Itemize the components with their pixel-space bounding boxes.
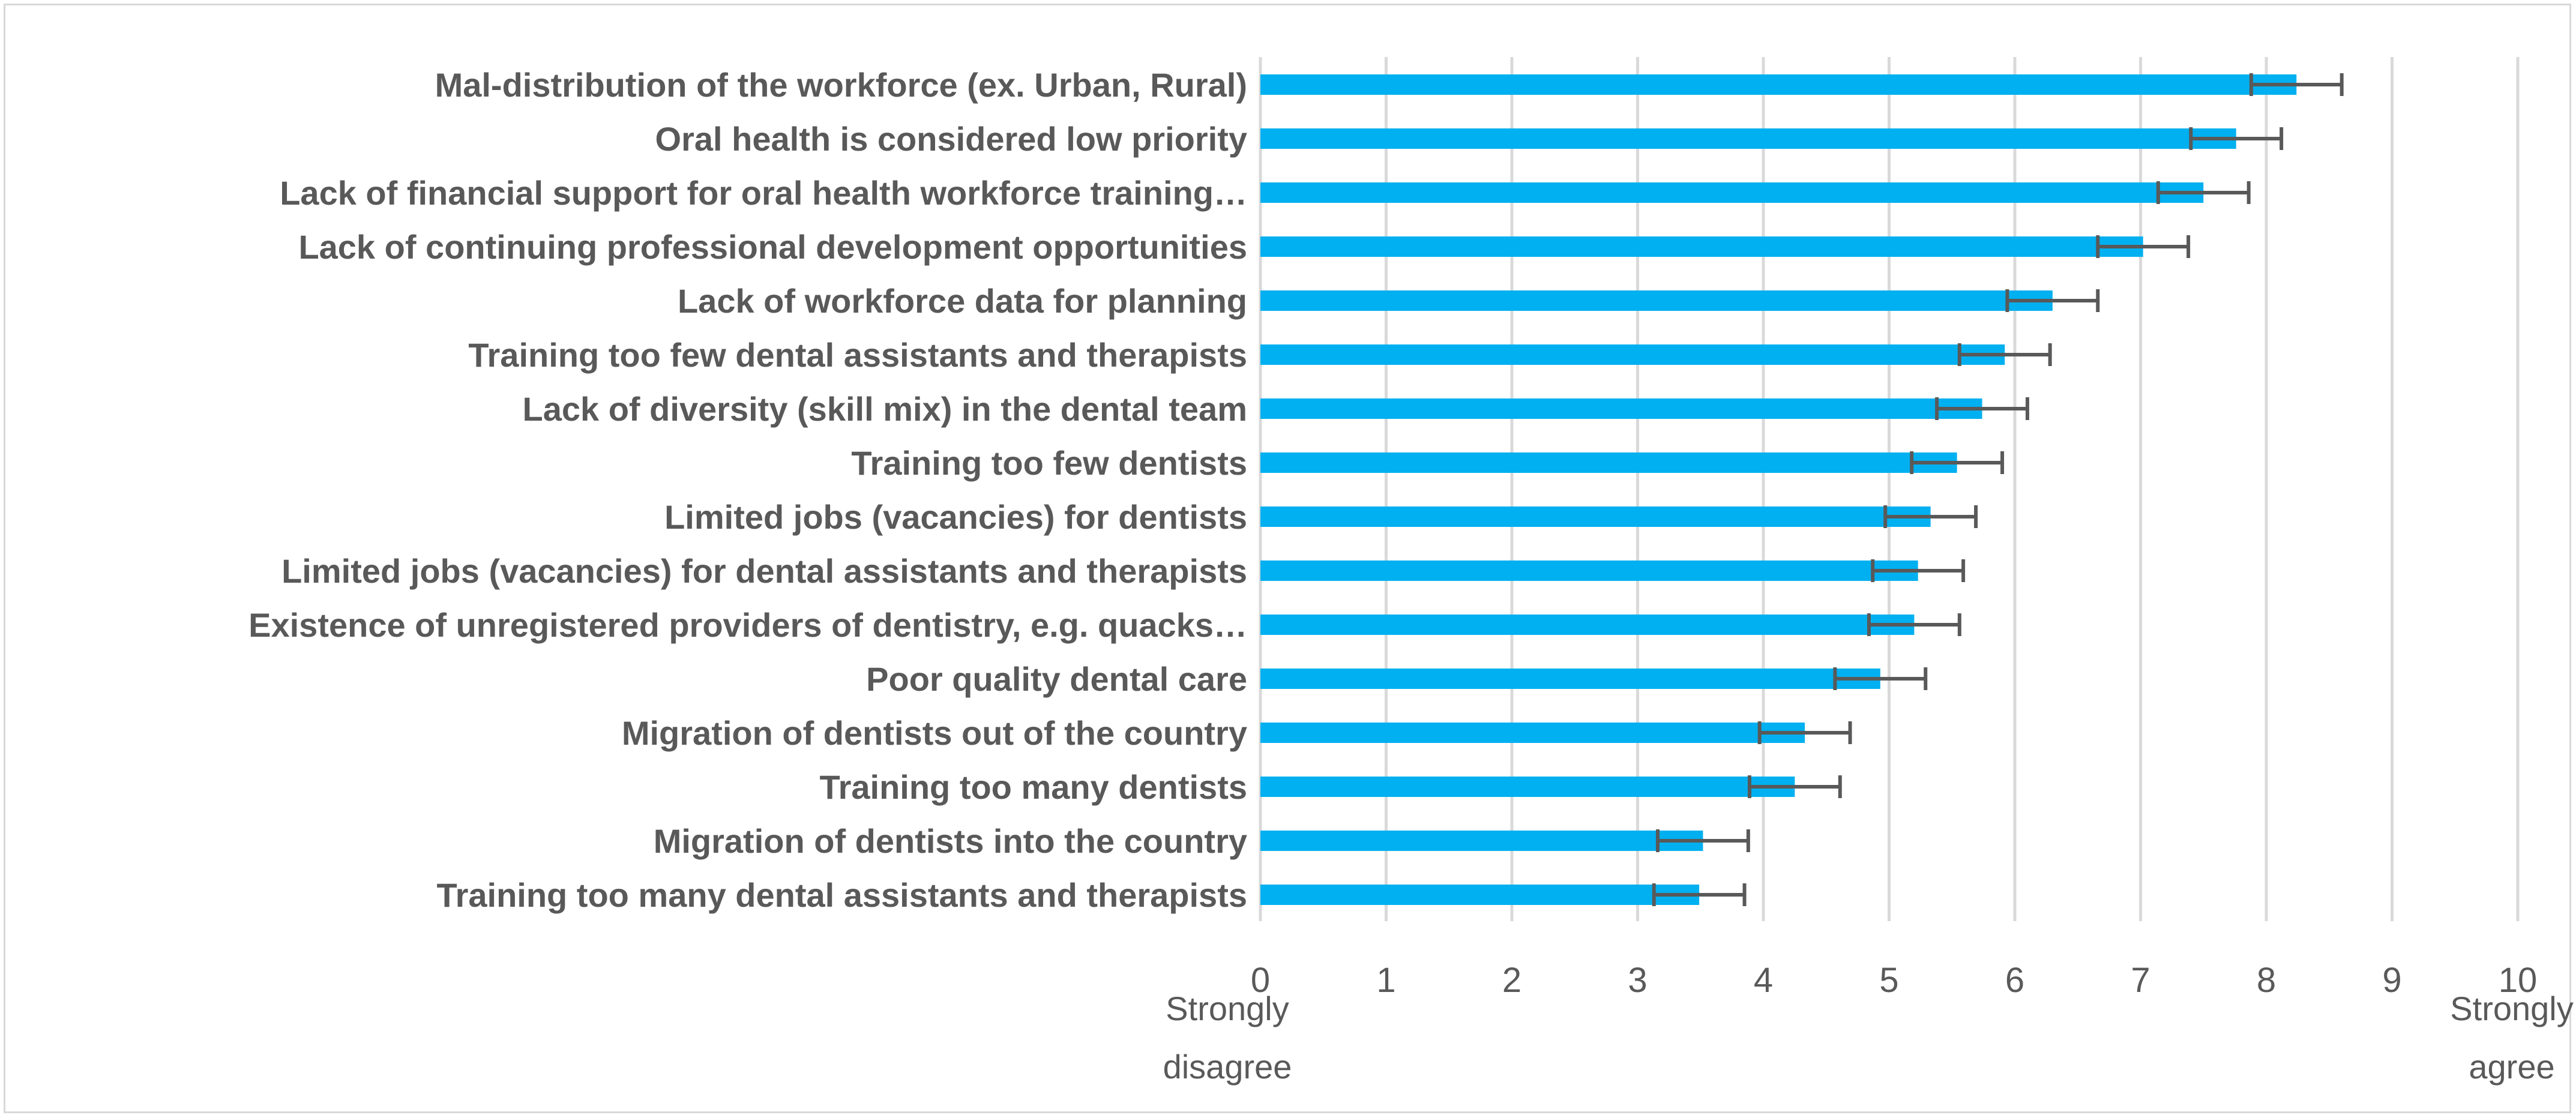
category-label-7: Training too few dentists <box>851 444 1247 482</box>
anchor-high-line1: Strongly <box>2450 990 2573 1027</box>
bar-12 <box>1260 723 1805 743</box>
bar-9 <box>1260 561 1918 581</box>
category-label-3: Lack of continuing professional developm… <box>298 228 1247 266</box>
anchor-low-line2: disagree <box>1163 1048 1292 1086</box>
x-tick-label-3: 3 <box>1628 961 1647 1000</box>
bar-2 <box>1260 182 2204 203</box>
x-tick-label-0: 0 <box>1251 961 1270 1000</box>
anchor-high-line2: agree <box>2469 1048 2554 1086</box>
x-tick-label-5: 5 <box>1879 961 1898 1000</box>
category-label-5: Training too few dental assistants and t… <box>468 336 1247 374</box>
bar-6 <box>1260 398 1982 419</box>
bar-15 <box>1260 885 1700 905</box>
bar-1 <box>1260 128 2236 149</box>
category-label-6: Lack of diversity (skill mix) in the den… <box>523 390 1247 428</box>
bar-4 <box>1260 290 2053 311</box>
category-label-14: Migration of dentists into the country <box>654 822 1247 860</box>
x-tick-labels: 0 1 2 3 4 5 6 7 8 9 10 <box>1251 961 2537 1000</box>
error-bars <box>1652 73 2344 906</box>
anchor-low-line1: Strongly <box>1166 990 1289 1027</box>
bar-13 <box>1260 777 1795 797</box>
category-label-13: Training too many dentists <box>819 768 1247 806</box>
bar-3 <box>1260 236 2143 257</box>
x-tick-label-7: 7 <box>2131 961 2150 1000</box>
bar-0 <box>1260 74 2297 95</box>
x-tick-label-8: 8 <box>2257 961 2276 1000</box>
category-label-8: Limited jobs (vacancies) for dentists <box>664 498 1247 536</box>
category-label-12: Migration of dentists out of the country <box>622 714 1247 752</box>
bar-14 <box>1260 831 1703 851</box>
category-label-1: Oral health is considered low priority <box>655 120 1247 158</box>
category-label-4: Lack of workforce data for planning <box>678 282 1247 320</box>
x-tick-label-9: 9 <box>2382 961 2401 1000</box>
x-tick-label-1: 1 <box>1376 961 1395 1000</box>
category-label-10: Existence of unregistered providers of d… <box>248 606 1247 644</box>
bar-10 <box>1260 615 1915 635</box>
x-tick-label-10: 10 <box>2499 961 2538 1000</box>
category-label-0: Mal-distribution of the workforce (ex. U… <box>435 66 1247 104</box>
bar-7 <box>1260 452 1957 473</box>
category-label-11: Poor quality dental care <box>866 660 1247 698</box>
bar-8 <box>1260 506 1931 527</box>
bar-5 <box>1260 344 2005 365</box>
category-label-15: Training too many dental assistants and … <box>436 876 1247 914</box>
x-tick-label-2: 2 <box>1502 961 1521 1000</box>
bars <box>1260 74 2297 905</box>
category-label-9: Limited jobs (vacancies) for dental assi… <box>281 552 1247 590</box>
chart-frame <box>4 4 2571 1113</box>
x-tick-label-6: 6 <box>2005 961 2024 1000</box>
category-labels: Mal-distribution of the workforce (ex. U… <box>248 66 1247 914</box>
bar-11 <box>1260 669 1880 689</box>
x-tick-label-4: 4 <box>1754 961 1773 1000</box>
category-label-2: Lack of financial support for oral healt… <box>280 174 1247 212</box>
